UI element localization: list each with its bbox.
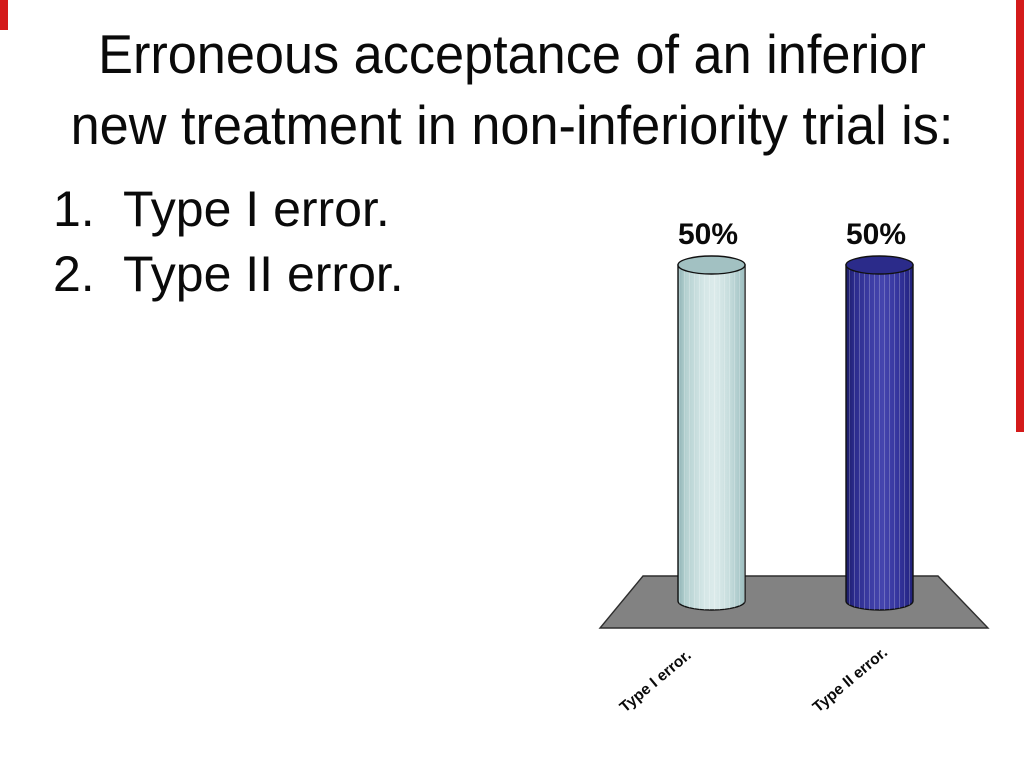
bar-1-cylinder-top [677,255,746,275]
answer-option-2-label: Type II error. [123,246,404,302]
red-edge-artifact-right [1016,0,1024,432]
bar-2-cylinder-stripes [846,265,913,610]
bar-2-category-label: Type II error. [810,644,891,716]
answer-options-list: 1. Type I error. 2. Type II error. [35,177,404,307]
answer-option-1-number: 1. [53,181,95,237]
red-edge-artifact-left [0,0,8,30]
answer-option-1: 1. Type I error. [35,177,404,242]
bar-1-category-label: Type I error. [617,647,695,716]
bar-2-cylinder-top [845,255,914,275]
chart-floor [598,575,990,629]
bar-1-value-label: 50% [678,218,738,251]
answer-option-2-number: 2. [53,246,95,302]
slide-title-line1: Erroneous acceptance of an inferior [98,23,926,85]
slide-title-line2: new treatment in non-inferiority trial i… [70,94,954,156]
slide-title: Erroneous acceptance of an inferior new … [26,19,999,161]
answer-option-2: 2. Type II error. [35,242,404,307]
bar-type-2-error: 50% Type II error. [810,218,914,716]
bar-type-1-error: 50% Type I error. [617,218,746,716]
answer-option-1-label: Type I error. [123,181,390,237]
bar-1-cylinder-stripes [678,265,745,610]
bar-2-value-label: 50% [846,218,906,251]
